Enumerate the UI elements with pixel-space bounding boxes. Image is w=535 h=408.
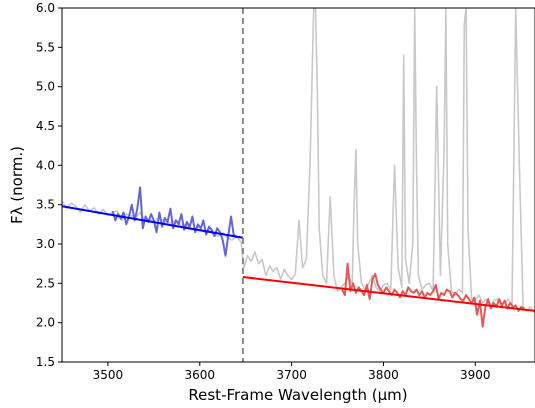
y-tick-label: 4.0	[36, 158, 55, 172]
x-axis: 3500 3600 3700 3800 3900	[93, 362, 491, 382]
continuum-fit-line-1	[242, 276, 535, 312]
x-tick-label: 3900	[460, 368, 491, 382]
plot-background	[62, 8, 535, 362]
y-tick-label: 5.0	[36, 80, 55, 94]
x-tick-label: 3600	[184, 368, 215, 382]
x-axis-title: Rest-Frame Wavelength (μm)	[188, 386, 407, 404]
y-axis: 1.5 2.0 2.5 3.0 3.5 4.0 4.5 5.0 5.5 6.0	[36, 1, 62, 369]
y-axis-title: Fλ (norm.)	[8, 146, 26, 224]
plot-frame	[61, 7, 535, 363]
continuum-fit-line-0	[62, 205, 244, 239]
spectrum-series-2	[341, 262, 525, 328]
y-tick-label: 3.5	[36, 198, 55, 212]
x-tick-label: 3800	[368, 368, 399, 382]
x-tick-label: 3500	[93, 368, 124, 382]
y-tick-label: 4.5	[36, 119, 55, 133]
y-tick-label: 3.0	[36, 237, 55, 251]
y-tick-label: 5.5	[36, 40, 55, 54]
x-tick-label: 3700	[276, 368, 307, 382]
y-tick-label: 2.5	[36, 276, 55, 290]
y-tick-label: 6.0	[36, 1, 55, 15]
y-tick-label: 1.5	[36, 355, 55, 369]
data-layer	[62, 8, 535, 328]
y-tick-label: 2.0	[36, 316, 55, 330]
